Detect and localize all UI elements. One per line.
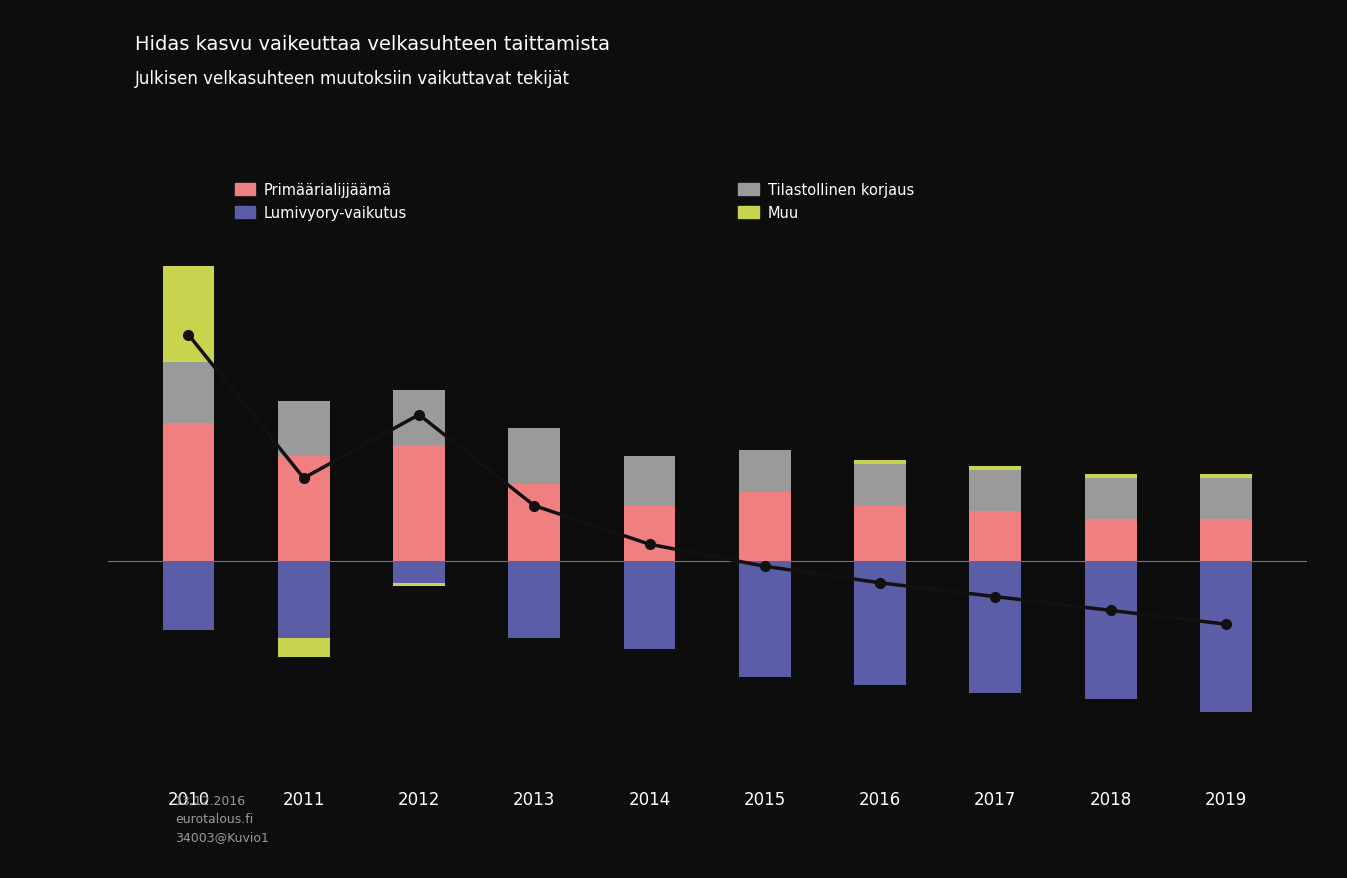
Bar (1200, 479, 1251, 520)
Bar (508, 429, 560, 484)
Bar (970, 466, 1021, 471)
Legend: Tilastollinen korjaus, Muu: Tilastollinen korjaus, Muu (738, 183, 913, 221)
Bar (854, 464, 907, 506)
Bar (393, 561, 445, 583)
Text: Julkisen velkasuhteen muutoksiin vaikuttavat tekijät: Julkisen velkasuhteen muutoksiin vaikutt… (135, 70, 570, 88)
Bar (1200, 561, 1251, 713)
Bar (624, 506, 675, 561)
Bar (277, 457, 330, 561)
Bar (277, 401, 330, 457)
Bar (393, 583, 445, 586)
Text: 13.12.2016
eurotalous.fi
34003@Kuvio1: 13.12.2016 eurotalous.fi 34003@Kuvio1 (175, 794, 269, 843)
Bar (624, 457, 675, 506)
Bar (1084, 561, 1137, 699)
Bar (854, 561, 907, 685)
Bar (508, 561, 560, 638)
Bar (508, 484, 560, 561)
Bar (163, 423, 214, 561)
Bar (970, 561, 1021, 694)
Bar (1200, 520, 1251, 561)
Bar (163, 363, 214, 423)
Bar (393, 391, 445, 445)
Bar (970, 512, 1021, 561)
Bar (970, 471, 1021, 512)
Bar (277, 638, 330, 658)
Bar (163, 561, 214, 630)
Bar (393, 445, 445, 561)
Bar (740, 561, 791, 677)
Bar (277, 561, 330, 638)
Bar (1084, 520, 1137, 561)
Bar (624, 561, 675, 649)
Bar (163, 267, 214, 363)
Bar (854, 461, 907, 464)
Bar (740, 493, 791, 561)
Text: Hidas kasvu vaikeuttaa velkasuhteen taittamista: Hidas kasvu vaikeuttaa velkasuhteen tait… (135, 35, 610, 54)
Bar (1084, 479, 1137, 520)
Bar (740, 451, 791, 493)
Bar (854, 506, 907, 561)
Bar (1084, 474, 1137, 479)
Bar (1200, 474, 1251, 479)
